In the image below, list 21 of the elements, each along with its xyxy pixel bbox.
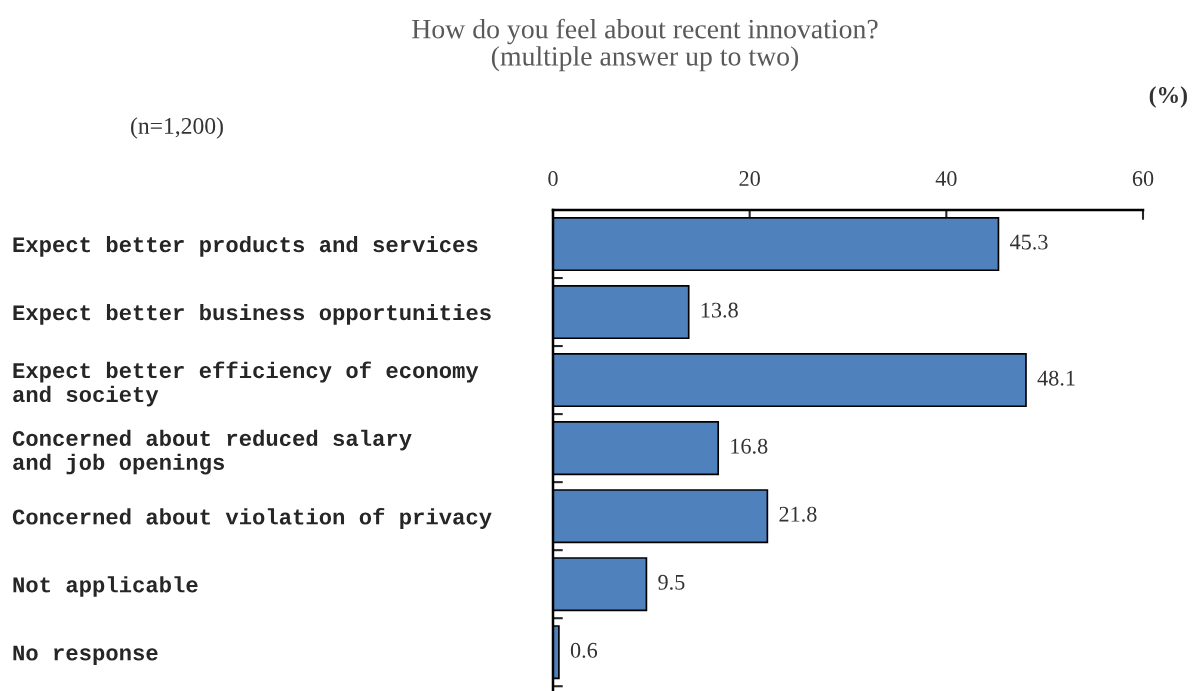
x-tick-label: 40 <box>935 171 957 187</box>
text: (n=1,200) <box>131 117 223 139</box>
y-tick-label: No response <box>13 645 158 665</box>
x-tick-label: 0 <box>548 171 558 187</box>
x-tick-label: 60 <box>1132 171 1154 187</box>
data-label: 9.5 <box>658 574 685 590</box>
text: (%) <box>1149 86 1187 108</box>
data-label: 0.6 <box>570 642 598 658</box>
y-tick-label: Concerned about reduced salary and job openings <box>12 429 412 475</box>
y-tick-label: Expect better business opportunities <box>13 304 491 325</box>
y-tick-label: Expect better efficiency of economy and society <box>13 361 479 407</box>
data-label: 45.3 <box>1010 234 1048 250</box>
y-tick-label: Concerned about violation of privacy <box>12 507 492 529</box>
data-label: 48.1 <box>1037 370 1075 386</box>
chart-title: How do you feel about recent innovation? (multiple answer up to two) <box>412 18 878 72</box>
data-label: 21.8 <box>779 506 817 522</box>
data-label: 16.8 <box>731 438 768 454</box>
data-label: 13.8 <box>701 302 738 318</box>
x-tick-label: 20 <box>739 171 760 187</box>
y-tick-label: Not applicable <box>13 576 198 597</box>
y-tick-label: Expect better products and services <box>13 235 478 257</box>
